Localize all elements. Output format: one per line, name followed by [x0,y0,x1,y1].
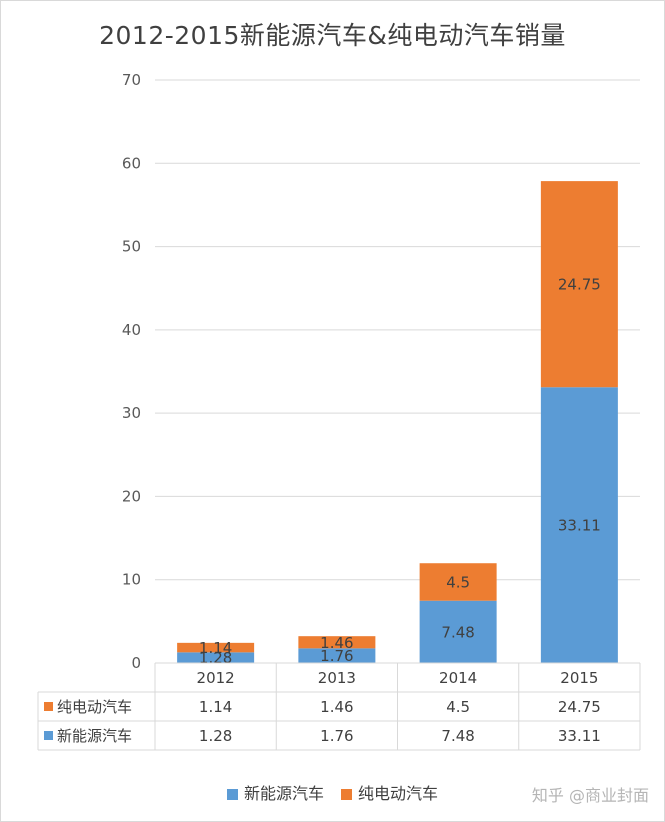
table-cell: 4.5 [446,698,470,716]
bar-2013-series-1 [298,636,376,649]
table-cell: 1.46 [320,698,353,716]
table-row-label: 纯电动汽车 [57,698,132,716]
legend: 新能源汽车 纯电动汽车 [0,780,665,804]
table-row-swatch [44,731,53,740]
x-tick-label: 2013 [318,669,356,687]
bar-2015-series-0 [540,387,618,663]
y-axis: 0 10 20 30 40 50 60 70 [122,71,141,672]
legend-label-1: 纯电动汽车 [358,784,439,803]
bars [177,181,618,663]
y-tick-label: 50 [122,238,141,256]
bar-2014-series-1 [419,563,497,601]
legend-label-0: 新能源汽车 [243,784,324,803]
x-tick-label: 2015 [560,669,598,687]
y-tick-label: 40 [122,321,141,339]
data-label-2014-series-1: 4.5 [446,573,470,591]
data-label-2015-series-0: 33.11 [558,517,601,535]
legend-swatch-1 [341,789,353,800]
y-tick-label: 10 [122,571,141,589]
y-tick-label: 0 [131,654,141,672]
legend-swatch-0 [226,789,238,800]
table-cell: 24.75 [558,698,601,716]
bar-2013-series-0 [298,648,376,663]
bar-2014-series-0 [419,600,497,663]
legend-item-series-1: 纯电动汽车 [341,780,438,804]
data-table: 2012 2013 2014 2015 纯电动汽车 1.14 1.46 4.5 24.75 新能源… [37,662,641,751]
y-tick-label: 70 [122,71,141,89]
table-row-swatch [44,702,53,711]
bar-2015-series-1 [540,181,618,388]
table-cell: 7.48 [441,727,474,745]
data-label-2014-series-0: 7.48 [441,623,474,641]
table-cell: 1.76 [320,727,353,745]
watermark: 知乎 @商业封面 [531,786,649,805]
data-label-2013-series-1: 1.46 [320,634,353,652]
data-label-2013-series-0: 1.76 [320,647,353,665]
x-tick-label: 2012 [197,669,235,687]
bar-2012-series-0 [177,652,255,663]
table-cell: 1.28 [199,727,232,745]
chart-title: 2012-2015新能源汽车&纯电动汽车销量 [99,21,566,50]
y-tick-label: 20 [122,487,141,505]
y-tick-label: 30 [122,404,141,422]
data-label-2012-series-1: 1.14 [199,639,232,657]
data-label-2015-series-1: 24.75 [558,276,601,294]
bar-2012-series-1 [177,642,255,653]
legend-item-series-0: 新能源汽车 [226,780,324,804]
x-tick-label: 2014 [439,669,477,687]
table-cell: 1.14 [199,698,232,716]
y-tick-label: 60 [122,154,141,172]
table-cell: 33.11 [558,727,601,745]
table-row-label: 新能源汽车 [57,727,132,745]
